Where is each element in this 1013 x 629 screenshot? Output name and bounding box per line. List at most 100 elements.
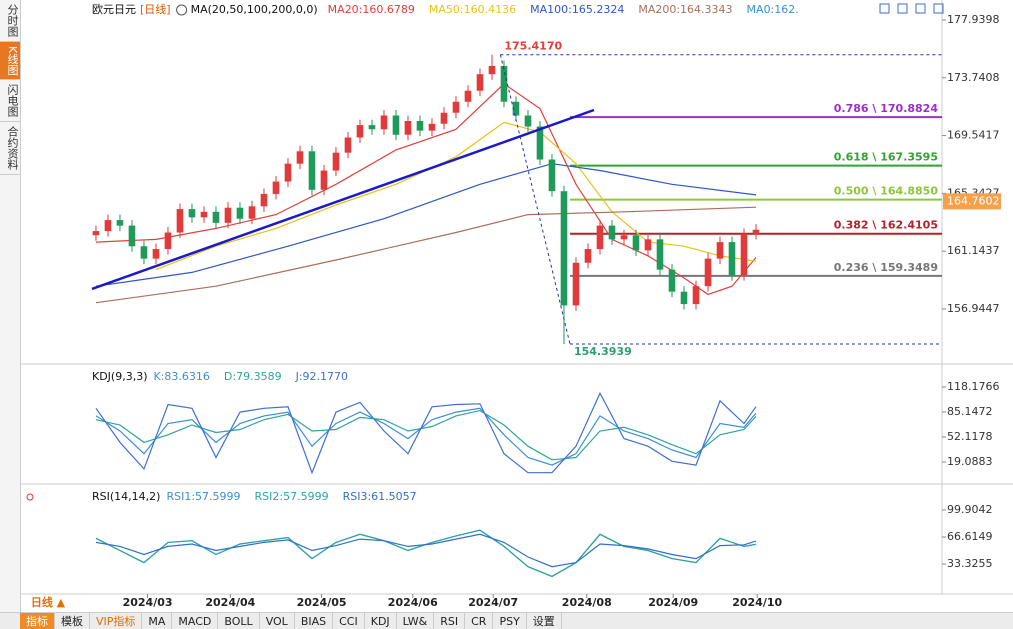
period-button[interactable]: 日线 ▲ [31, 595, 66, 609]
candle-body [392, 115, 400, 135]
y-tick-label: 118.1766 [947, 380, 1000, 393]
y-tick-label: 85.1472 [947, 405, 993, 418]
ma-line [95, 206, 757, 304]
bottom-tab[interactable]: RSI [434, 613, 466, 629]
ma-line [155, 121, 757, 271]
candle-body [140, 246, 148, 259]
bottom-tab[interactable]: BOLL [218, 613, 260, 629]
x-tick-label: 2024/06 [388, 596, 438, 609]
bottom-tab[interactable]: LW& [397, 613, 435, 629]
bottom-tab[interactable]: CCI [333, 613, 365, 629]
swing-line [499, 54, 571, 345]
candle-body [512, 101, 520, 116]
side-tab[interactable]: 分时图 [0, 0, 20, 42]
legend-entry: MA50:160.4136 [429, 3, 516, 16]
candle-body [236, 207, 244, 219]
candle-body [620, 235, 628, 240]
icon[interactable] [26, 493, 34, 501]
y-tick-label: 19.0883 [947, 455, 993, 468]
legend-entry: RSI3:61.5057 [343, 490, 417, 503]
candle-body [596, 225, 604, 250]
y-tick-label: 33.3255 [947, 557, 993, 570]
legend-entry: J:92.1770 [295, 370, 348, 383]
bottom-tab[interactable]: 模板 [55, 613, 90, 629]
candle-body [644, 239, 652, 251]
candle-body [308, 151, 316, 190]
legend-entry: MA(20,50,100,200,0,0) [191, 3, 318, 16]
legend-entry: K:83.6316 [154, 370, 210, 383]
icon[interactable] [915, 3, 926, 14]
candle-body [320, 170, 328, 190]
annotation: 175.4170 [504, 40, 562, 53]
bottom-tab[interactable]: MA [142, 613, 173, 629]
indicator-line [95, 529, 757, 578]
bottom-tab[interactable]: MACD [172, 613, 219, 629]
candle-body [224, 207, 232, 223]
fib-label: 0.236 \ 159.3489 [834, 261, 938, 274]
bottom-tab[interactable]: VIP指标 [90, 613, 143, 629]
candle-body [572, 262, 580, 306]
candle-body [404, 120, 412, 135]
candle-body [332, 152, 340, 171]
indicator-line [95, 407, 757, 466]
bottom-tab[interactable]: 设置 [527, 613, 562, 629]
side-tab[interactable]: 闪电图 [0, 80, 20, 123]
candle-body [656, 239, 664, 270]
legend-entry: 欧元日元 [92, 3, 136, 16]
bottom-bar: 指标 模板 VIP指标 MA MACD BOLL VOL BIAS CCI KDJ LW& RSI CR… [0, 612, 1013, 629]
candle-body [560, 191, 568, 306]
y-tick-label: 66.6149 [947, 530, 993, 543]
trendline [91, 108, 595, 291]
bottom-tab[interactable]: PSY [493, 613, 527, 629]
legend-entry: MA0:162. [747, 3, 799, 16]
y-tick-label: 173.7408 [947, 71, 1000, 84]
candle-body [716, 242, 724, 259]
x-tick-label: 2024/04 [205, 596, 255, 609]
sidebar: 分时图 K线图 闪电图 合约资料 [0, 0, 21, 612]
candle-body [476, 74, 484, 91]
candle-body [380, 115, 388, 130]
candle-body [488, 65, 496, 75]
candle-body [200, 211, 208, 218]
bottom-tab[interactable]: BIAS [295, 613, 334, 629]
candle-body [284, 163, 292, 182]
x-tick-label: 2024/10 [732, 596, 782, 609]
legend-entry: MA100:165.2324 [530, 3, 624, 16]
candle-body [740, 233, 748, 276]
indicator-line [95, 391, 757, 475]
fib-label: 0.618 \ 167.3595 [834, 151, 938, 164]
side-tab[interactable]: 合约资料 [0, 122, 20, 176]
x-tick-label: 2024/09 [648, 596, 698, 609]
icon[interactable] [879, 3, 890, 14]
bottom-tab[interactable]: 指标 [20, 613, 55, 629]
y-tick-label: 52.1178 [947, 430, 993, 443]
background [21, 0, 1013, 612]
fib-label: 0.382 \ 162.4105 [834, 219, 938, 232]
candle-body [668, 269, 676, 292]
legend-entry: MA20:160.6789 [328, 3, 415, 16]
candle-body [248, 206, 256, 219]
legend-entry: D:79.3589 [224, 370, 282, 383]
candle-body [176, 209, 184, 233]
fib-label: 0.500 \ 164.8850 [834, 185, 939, 198]
legend-entry: [日线] [140, 2, 171, 16]
bottom-tab[interactable]: KDJ [365, 613, 397, 629]
candle-body [632, 235, 640, 251]
indicator-line [95, 409, 757, 461]
bottom-tab[interactable]: CR [465, 613, 494, 629]
y-tick-label: 99.9042 [947, 503, 993, 516]
y-tick-label: 161.1437 [947, 244, 1000, 257]
candle-body [212, 211, 220, 223]
icon[interactable] [933, 3, 944, 14]
candle-body [752, 229, 760, 234]
legend-entry: KDJ(9,3,3) [92, 370, 148, 383]
candle-body [608, 225, 616, 240]
price-tag [943, 193, 1001, 210]
candle-body [296, 151, 304, 164]
side-tab[interactable]: K线图 [0, 42, 20, 81]
legend-icon [176, 4, 188, 16]
bottom-tab[interactable]: VOL [260, 613, 295, 629]
annotation: 154.3939 [574, 345, 632, 358]
legend-entry: MA200:164.3343 [638, 3, 732, 16]
icon[interactable] [897, 3, 908, 14]
